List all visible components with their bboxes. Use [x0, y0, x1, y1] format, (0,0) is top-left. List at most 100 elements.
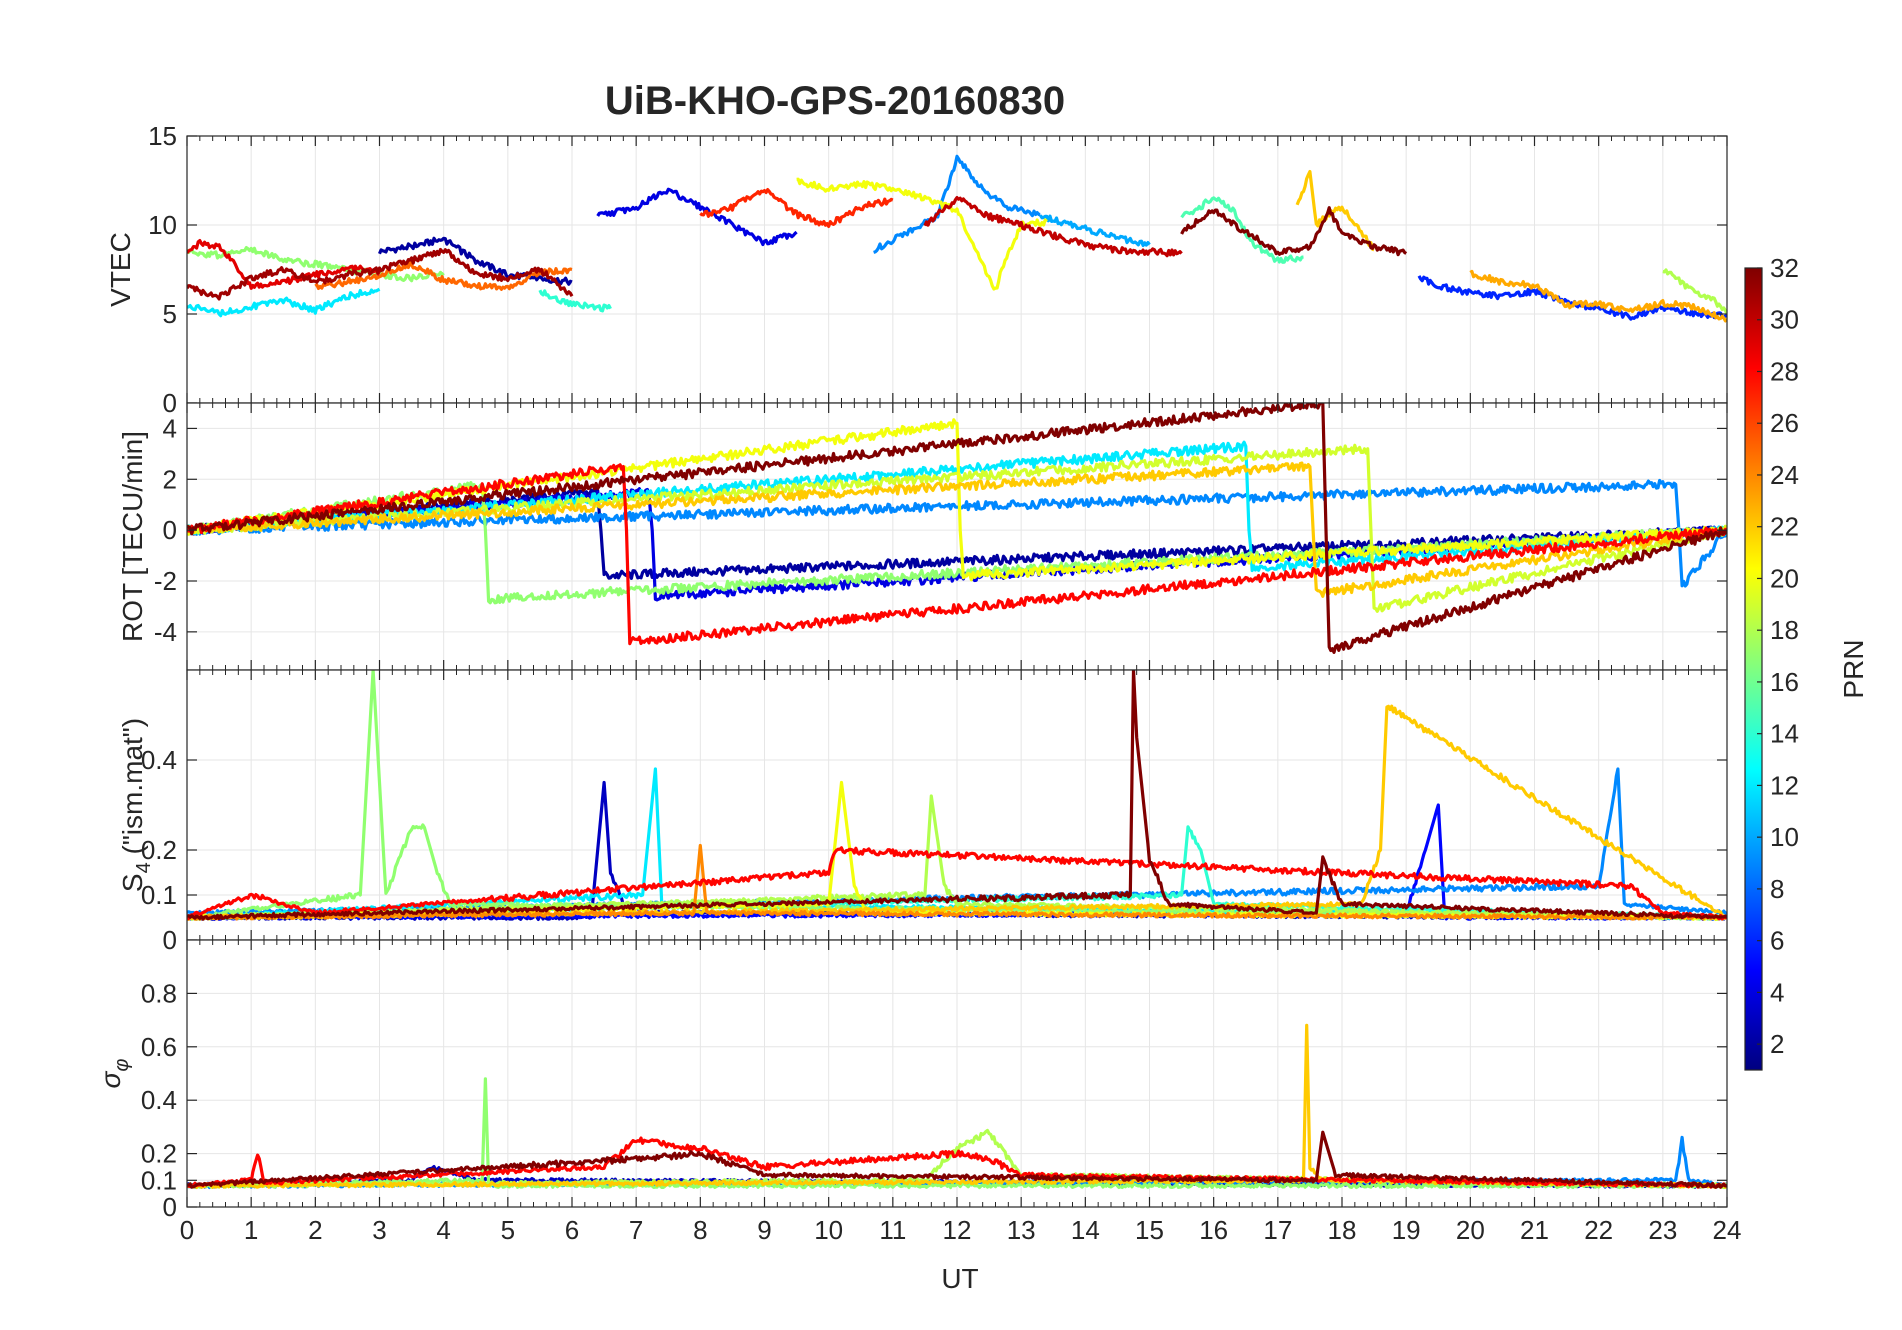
series-line-prn-10: [1039, 214, 1151, 248]
colorbar-tick-label: 10: [1770, 822, 1799, 852]
series-line-prn-22: [187, 461, 1727, 598]
colorbar-tick-label: 18: [1770, 615, 1799, 645]
y-tick-label: 10: [148, 210, 177, 240]
y-tick-label: 0.4: [141, 1085, 177, 1115]
colorbar-tick-label: 32: [1770, 253, 1799, 283]
y-tick-label: -4: [154, 617, 177, 647]
x-tick-label: 21: [1520, 1215, 1549, 1245]
series-line-prn-22: [1295, 170, 1375, 252]
y-axis-label-subscript: φ: [111, 1059, 133, 1072]
x-tick-label: 15: [1135, 1215, 1164, 1245]
series-line-prn-23: [1469, 269, 1727, 323]
x-tick-label: 18: [1328, 1215, 1357, 1245]
x-tick-label: 0: [180, 1215, 194, 1245]
series-line-prn-15: [1180, 196, 1304, 264]
y-tick-label: 0.2: [141, 1139, 177, 1169]
x-tick-label: 20: [1456, 1215, 1485, 1245]
series-line-prn-31: [187, 247, 574, 301]
x-tick-label: 12: [943, 1215, 972, 1245]
x-tick-label: 13: [1007, 1215, 1036, 1245]
y-tick-label: 5: [163, 299, 177, 329]
colorbar-tick-label: 4: [1770, 977, 1784, 1007]
series-line-prn-20: [796, 177, 1048, 291]
x-tick-label: 2: [308, 1215, 322, 1245]
colorbar-tick-label: 14: [1770, 719, 1799, 749]
x-tick-label: 8: [693, 1215, 707, 1245]
series-line-prn-9: [873, 154, 1041, 254]
y-axis-label: ROT [TECU/min]: [117, 431, 148, 642]
colorbar-tick-label: 2: [1770, 1029, 1784, 1059]
panel-sigma_phi: 00.10.20.40.60.80 1 2 3 4 5 6 7 8 9 10 11 12 13 14 15 16…: [95, 939, 1742, 1245]
x-tick-label: 16: [1199, 1215, 1228, 1245]
series-group: [187, 154, 1727, 323]
colorbar-tick-label: 30: [1770, 305, 1799, 335]
series-group: [187, 403, 1727, 655]
chart-title: UiB-KHO-GPS-20160830: [605, 79, 1065, 123]
series-line-prn-29: [187, 239, 381, 290]
series-line-prn-9: [187, 478, 1727, 588]
panel-rot: -4 -2 0 2 4 ROT [TECU/min]: [117, 402, 1728, 671]
x-tick-label: 6: [565, 1215, 579, 1245]
colorbar-tick-label: 12: [1770, 770, 1799, 800]
y-tick-label: 0.4: [141, 745, 177, 775]
series-line-prn-2: [378, 236, 573, 286]
x-tick-label: 4: [436, 1215, 450, 1245]
y-tick-label: 0.6: [141, 1032, 177, 1062]
series-line-prn-4: [596, 187, 798, 247]
y-tick-label: 0: [163, 388, 177, 418]
x-tick-label: 1: [244, 1215, 258, 1245]
y-tick-label: 4: [163, 413, 177, 443]
series-line-prn-17: [187, 1077, 1727, 1190]
colorbar-label: PRN: [1838, 639, 1869, 698]
x-tick-label: 5: [501, 1215, 515, 1245]
colorbar-tick-label: 28: [1770, 356, 1799, 386]
x-tick-label: 11: [879, 1215, 906, 1245]
series-line-prn-14: [538, 289, 612, 313]
x-tick-label: 9: [757, 1215, 771, 1245]
series-line-prn-24: [187, 843, 1727, 921]
y-tick-label: 0: [163, 1192, 177, 1222]
y-tick-label: 0.1: [141, 880, 177, 910]
series-line-prn-32: [187, 670, 1727, 921]
x-tick-label: 14: [1071, 1215, 1100, 1245]
series-line-prn-32: [1180, 206, 1408, 257]
series-line-prn-28: [187, 846, 1727, 921]
colorbar-gradient: [1744, 267, 1763, 1071]
colorbar-tick-label: 8: [1770, 874, 1784, 904]
series-line-prn-17: [187, 246, 445, 283]
x-tick-label: 19: [1392, 1215, 1421, 1245]
y-tick-label: 0: [163, 925, 177, 955]
series-line-prn-27: [699, 188, 894, 228]
colorbar-tick-label: 6: [1770, 926, 1784, 956]
x-tick-label: 24: [1713, 1215, 1742, 1245]
series-line-prn-12: [187, 287, 381, 318]
x-axis-label: UT: [941, 1263, 978, 1294]
colorbar-tick-label: 24: [1770, 460, 1799, 490]
colorbar-tick-label: 20: [1770, 563, 1799, 593]
series-line-prn-32: [187, 403, 1727, 655]
series-line-prn-32: [187, 1130, 1727, 1189]
y-tick-label: 2: [163, 464, 177, 494]
colorbar-tick-label: 26: [1770, 408, 1799, 438]
colorbar-tick-label: 16: [1770, 667, 1799, 697]
x-tick-label: 23: [1648, 1215, 1677, 1245]
series-line-prn-18: [1662, 268, 1727, 315]
x-tick-label: 3: [372, 1215, 386, 1245]
y-axis-label-rest: ("ism.mat"): [117, 718, 148, 862]
y-tick-label: 0.8: [141, 978, 177, 1008]
series-line-prn-30: [923, 196, 1183, 258]
series-line-prn-25: [314, 261, 573, 291]
series-line-prn-28: [187, 1136, 1727, 1189]
y-tick-label: 0.1: [141, 1165, 177, 1195]
x-tick-label: 17: [1263, 1215, 1292, 1245]
y-axis-label-subscript: 4: [133, 862, 155, 873]
x-tick-label: 22: [1584, 1215, 1613, 1245]
y-tick-label: 0: [163, 515, 177, 545]
series-group: [187, 670, 1727, 922]
series-line-prn-28: [187, 463, 1727, 646]
x-tick-label: 7: [629, 1215, 643, 1245]
